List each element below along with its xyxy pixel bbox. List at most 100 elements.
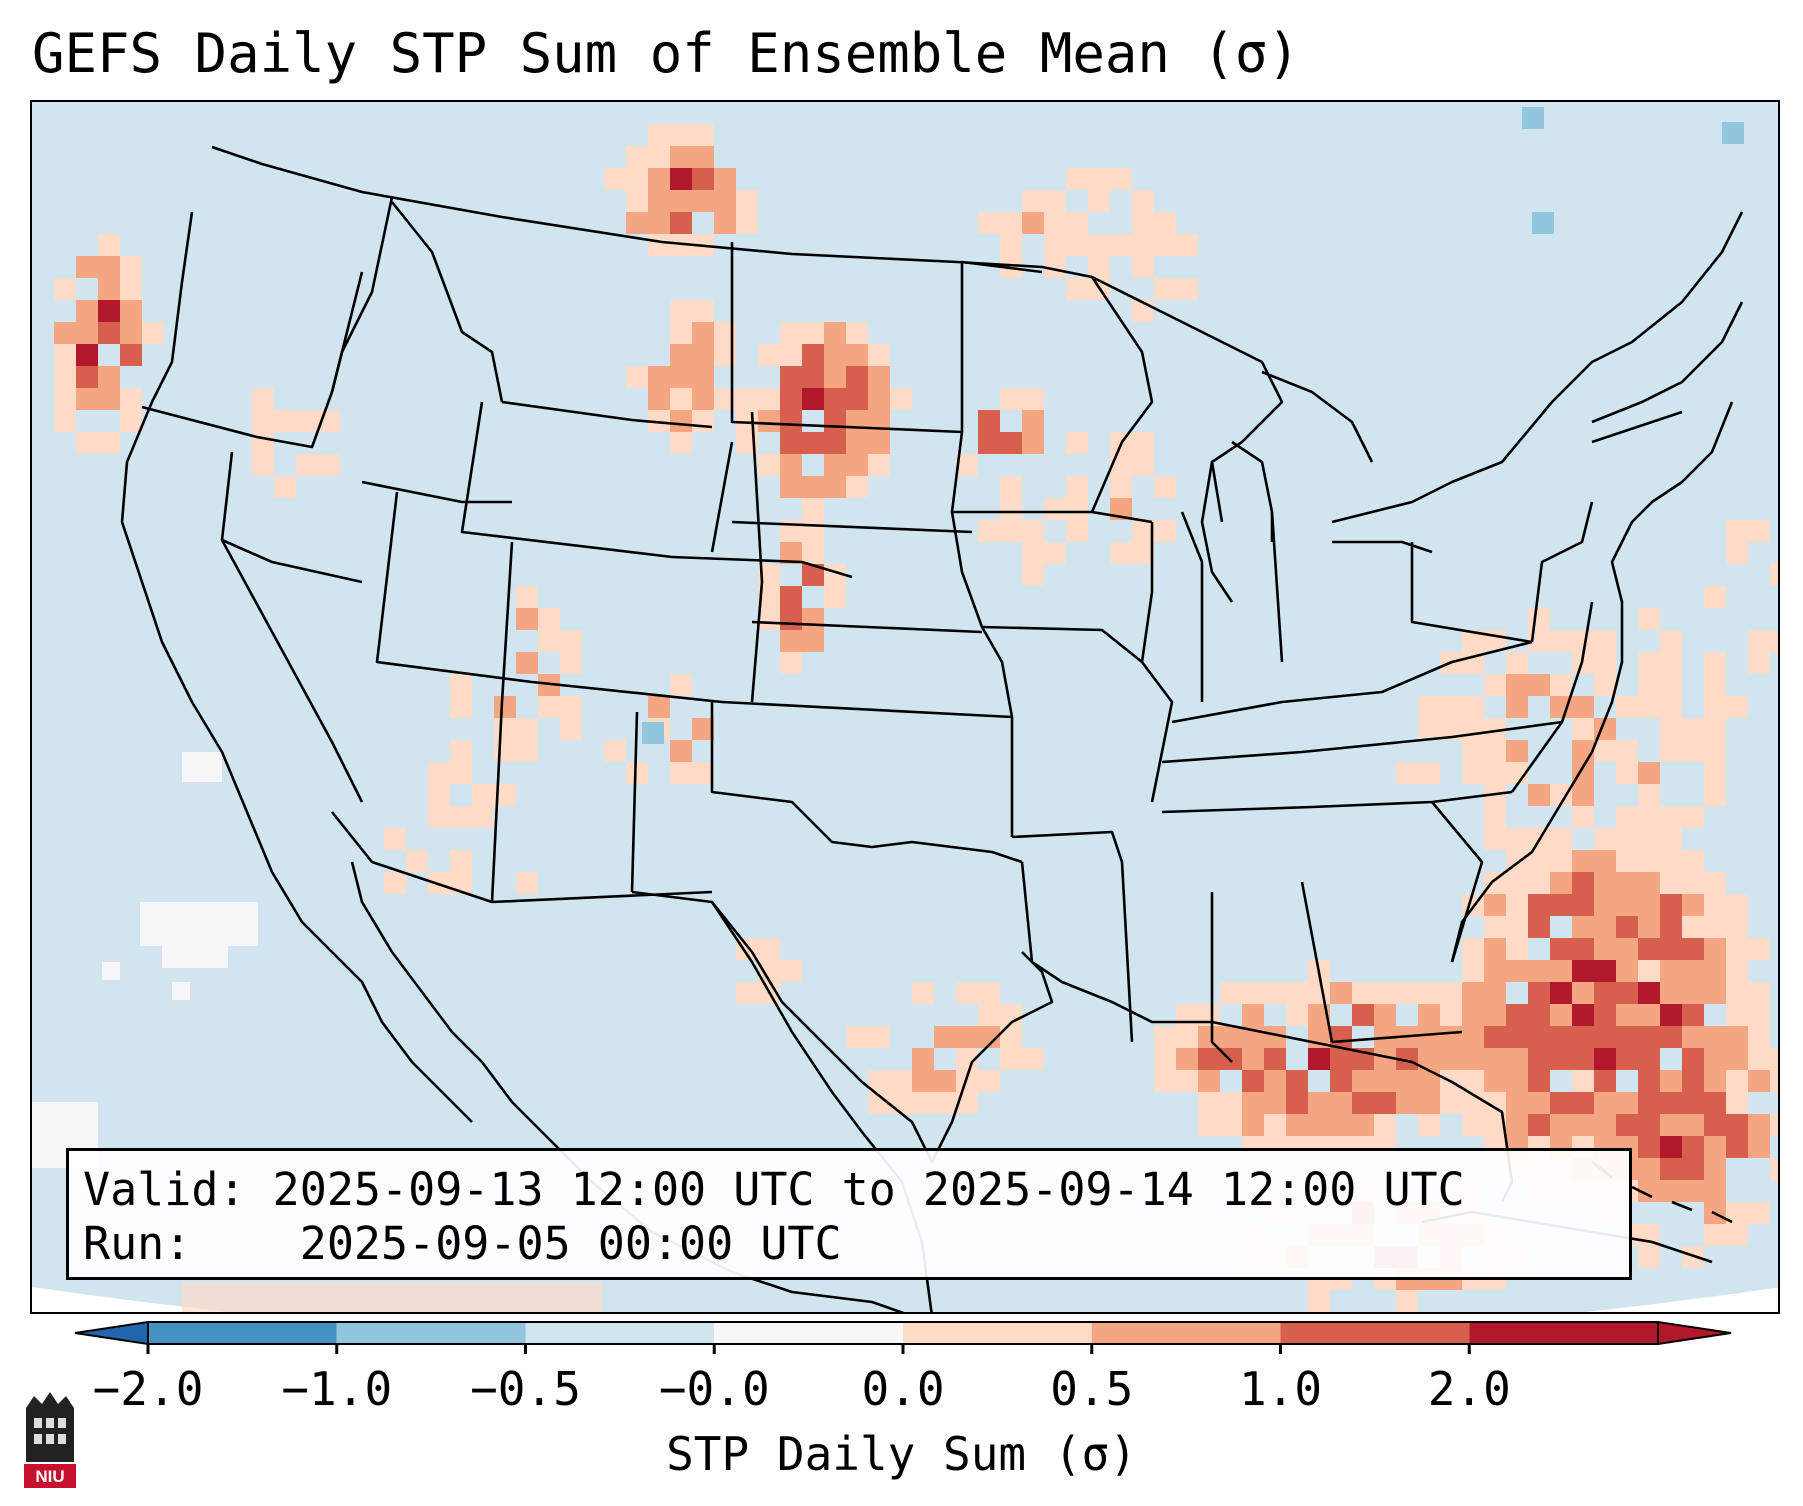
anomaly-cell bbox=[1770, 1158, 1778, 1180]
anomaly-cell bbox=[626, 190, 648, 212]
anomaly-cell bbox=[1660, 1004, 1682, 1026]
anomaly-cell bbox=[1704, 894, 1726, 916]
anomaly-cell bbox=[1132, 520, 1154, 542]
anomaly-cell bbox=[1616, 894, 1638, 916]
anomaly-cell bbox=[604, 740, 626, 762]
anomaly-cell bbox=[1704, 916, 1726, 938]
anomaly-cell bbox=[758, 410, 780, 432]
anomaly-cell bbox=[1506, 894, 1528, 916]
anomaly-cell bbox=[1616, 828, 1638, 850]
anomaly-cell bbox=[1726, 1026, 1748, 1048]
anomaly-cell bbox=[1484, 1026, 1506, 1048]
anomaly-cell bbox=[780, 454, 802, 476]
anomaly-cell bbox=[1132, 454, 1154, 476]
anomaly-cell bbox=[670, 366, 692, 388]
anomaly-cell bbox=[1066, 498, 1088, 520]
anomaly-cell bbox=[1704, 1224, 1726, 1246]
anomaly-cell bbox=[670, 674, 692, 696]
anomaly-cell bbox=[1484, 1048, 1506, 1070]
negative-cell bbox=[1532, 212, 1554, 234]
anomaly-cell bbox=[714, 168, 736, 190]
anomaly-cell bbox=[1550, 1114, 1572, 1136]
anomaly-cell bbox=[1550, 674, 1572, 696]
anomaly-cell bbox=[1704, 1136, 1726, 1158]
anomaly-cell bbox=[1352, 1070, 1374, 1092]
anomaly-cell bbox=[1726, 938, 1748, 960]
anomaly-cell bbox=[1308, 1290, 1330, 1312]
anomaly-cell bbox=[670, 212, 692, 234]
anomaly-cell bbox=[516, 608, 538, 630]
anomaly-cell bbox=[1594, 740, 1616, 762]
anomaly-cell bbox=[1462, 1026, 1484, 1048]
anomaly-cell bbox=[1704, 696, 1726, 718]
anomaly-cell bbox=[978, 1004, 1000, 1026]
anomaly-cell bbox=[978, 1070, 1000, 1092]
anomaly-cell bbox=[648, 190, 670, 212]
anomaly-cell bbox=[1484, 762, 1506, 784]
anomaly-cell bbox=[1638, 1070, 1660, 1092]
anomaly-cell bbox=[824, 410, 846, 432]
anomaly-cell bbox=[1330, 1114, 1352, 1136]
anomaly-cell bbox=[1506, 696, 1528, 718]
anomaly-cell bbox=[1088, 190, 1110, 212]
niu-logo: NIU bbox=[20, 1390, 80, 1494]
anomaly-cell bbox=[1440, 1092, 1462, 1114]
colorbar-over-arrow bbox=[1657, 1320, 1732, 1346]
anomaly-cell bbox=[1660, 1158, 1682, 1180]
anomaly-cell bbox=[1550, 1048, 1572, 1070]
anomaly-cell bbox=[846, 476, 868, 498]
anomaly-cell bbox=[1506, 1114, 1528, 1136]
anomaly-cell bbox=[1198, 1048, 1220, 1070]
anomaly-cell bbox=[450, 762, 472, 784]
anomaly-cell bbox=[1682, 1114, 1704, 1136]
anomaly-cell bbox=[1638, 916, 1660, 938]
anomaly-cell bbox=[1396, 762, 1418, 784]
anomaly-cell bbox=[1000, 520, 1022, 542]
anomaly-cell bbox=[1088, 256, 1110, 278]
map-domain bbox=[32, 102, 1778, 1312]
anomaly-cell bbox=[1594, 960, 1616, 982]
anomaly-cell bbox=[1726, 542, 1748, 564]
anomaly-cell bbox=[98, 300, 120, 322]
anomaly-cell bbox=[1748, 1202, 1770, 1224]
anomaly-cell bbox=[1572, 784, 1594, 806]
anomaly-cell bbox=[692, 388, 714, 410]
anomaly-cell bbox=[956, 454, 978, 476]
anomaly-cell bbox=[98, 388, 120, 410]
anomaly-cell bbox=[1044, 234, 1066, 256]
anomaly-cell bbox=[1726, 1070, 1748, 1092]
anomaly-cell bbox=[1594, 938, 1616, 960]
anomaly-cell bbox=[1550, 960, 1572, 982]
anomaly-cell bbox=[1748, 630, 1770, 652]
anomaly-cell bbox=[1044, 212, 1066, 234]
anomaly-cell bbox=[1506, 1070, 1528, 1092]
anomaly-cell bbox=[868, 366, 890, 388]
colorbar-label: STP Daily Sum (σ) bbox=[666, 1427, 1137, 1481]
anomaly-cell bbox=[1528, 608, 1550, 630]
anomaly-cell bbox=[1572, 630, 1594, 652]
anomaly-cell bbox=[1484, 740, 1506, 762]
anomaly-cell bbox=[1594, 894, 1616, 916]
anomaly-cell bbox=[1638, 1026, 1660, 1048]
anomaly-cell bbox=[1572, 806, 1594, 828]
anomaly-cell bbox=[1484, 916, 1506, 938]
anomaly-cell bbox=[1022, 190, 1044, 212]
anomaly-cell bbox=[274, 476, 296, 498]
anomaly-cell bbox=[912, 982, 934, 1004]
anomaly-cell bbox=[1572, 916, 1594, 938]
anomaly-cell bbox=[1682, 1158, 1704, 1180]
anomaly-cell bbox=[1682, 806, 1704, 828]
anomaly-cell bbox=[1462, 762, 1484, 784]
anomaly-cell bbox=[714, 212, 736, 234]
anomaly-cell bbox=[1660, 1136, 1682, 1158]
anomaly-cell bbox=[1132, 256, 1154, 278]
anomaly-cell bbox=[604, 168, 626, 190]
anomaly-cell bbox=[1748, 520, 1770, 542]
anomaly-cell bbox=[670, 322, 692, 344]
anomaly-cell bbox=[1594, 916, 1616, 938]
anomaly-cell bbox=[868, 454, 890, 476]
anomaly-cell bbox=[1308, 1004, 1330, 1026]
anomaly-cell bbox=[120, 256, 142, 278]
anomaly-cell bbox=[1462, 938, 1484, 960]
anomaly-cell bbox=[780, 608, 802, 630]
